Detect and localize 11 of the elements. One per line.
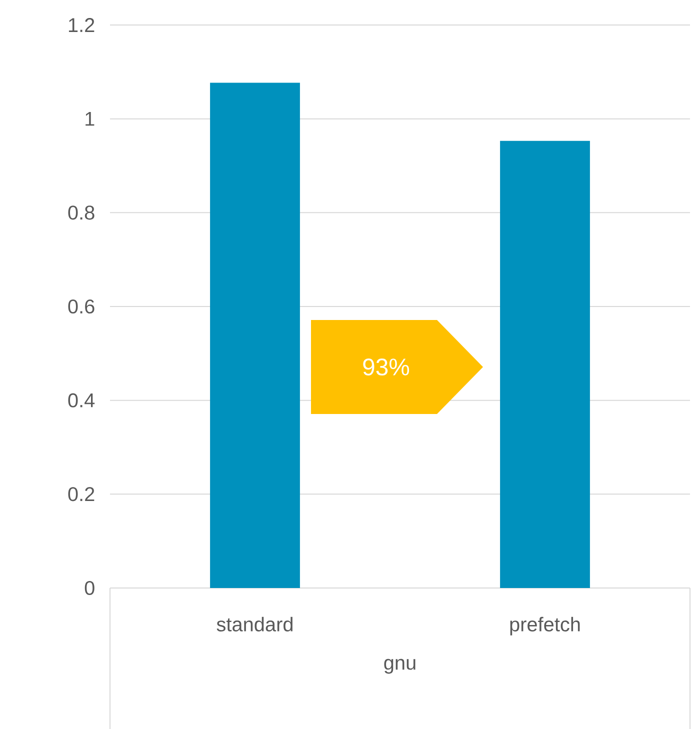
x-axis-title: gnu [384,658,416,674]
x-tick-label: standard [216,616,292,632]
y-tick-label: 0.2 [68,487,94,502]
y-tick-label: 0.8 [68,206,94,220]
y-tick-label: 0.4 [68,393,95,408]
y-tick-label: 0 [84,580,94,596]
y-tick-label: 1.2 [68,18,94,32]
y-tick-label: 1 [86,112,94,126]
annotation: 93% [363,358,410,376]
x-tick-label: prefetch [510,616,580,636]
y-tick-label: 0.6 [68,299,94,314]
